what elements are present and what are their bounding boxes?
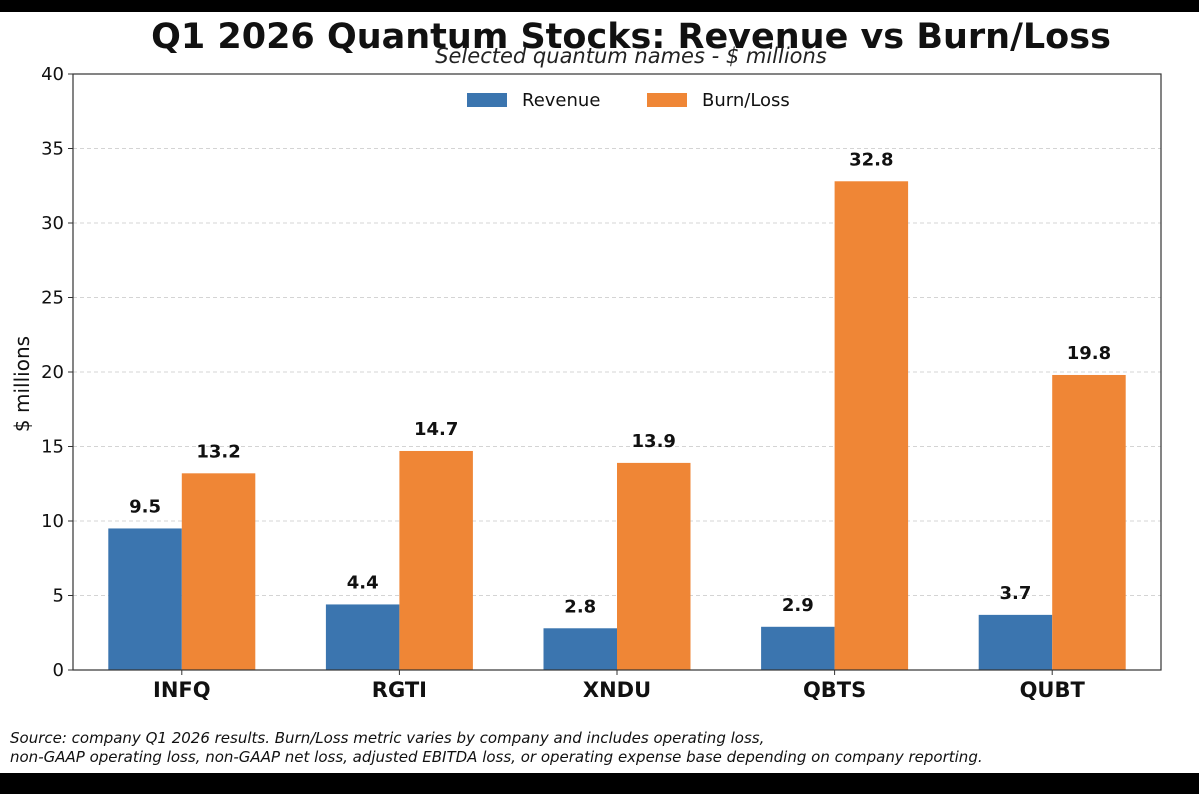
bar-chart: Q1 2026 Quantum Stocks: Revenue vs Burn/…	[10, 17, 1162, 702]
data-label: 32.8	[849, 149, 893, 170]
bar-burn-loss-infq	[181, 473, 256, 670]
data-label: 9.5	[129, 496, 161, 517]
chart-figure: Q1 2026 Quantum Stocks: Revenue vs Burn/…	[0, 12, 1199, 773]
y-tick-label: 25	[41, 288, 64, 309]
bars	[108, 181, 1126, 670]
y-tick-label: 5	[53, 586, 64, 607]
y-tick-label: 35	[41, 139, 64, 160]
legend-label-revenue: Revenue	[522, 90, 600, 111]
y-tick-label: 30	[41, 213, 64, 234]
bar-revenue-qbts	[761, 626, 835, 670]
gridlines	[73, 148, 1161, 596]
x-tick-label-xndu: XNDU	[583, 678, 651, 702]
bar-revenue-qubt	[978, 614, 1053, 670]
legend: Revenue Burn/Loss	[467, 90, 790, 111]
y-axis-ticks: 0 5 10 15 20 25 30 35 40	[41, 64, 73, 681]
x-tick-label-qubt: QUBT	[1020, 678, 1086, 702]
source-note: Source: company Q1 2026 results. Burn/Lo…	[10, 729, 1190, 767]
axes-frame	[72, 73, 1162, 671]
x-tick-label-infq: INFQ	[153, 678, 211, 702]
legend-swatch-burn-loss	[647, 93, 687, 107]
source-line-1: Source: company Q1 2026 results. Burn/Lo…	[10, 729, 765, 747]
y-tick-label: 40	[41, 64, 64, 85]
data-label: 4.4	[347, 572, 379, 593]
data-label: 13.9	[632, 431, 676, 452]
chart-title: Q1 2026 Quantum Stocks: Revenue vs Burn/…	[151, 17, 1111, 57]
y-tick-label: 15	[41, 437, 64, 458]
y-tick-label: 20	[41, 362, 64, 383]
data-labels: 9.5 13.2 4.4 14.7 2.8 13.9 2.9 32.8 3.7 19.8	[129, 149, 1111, 617]
bar-revenue-xndu	[543, 628, 617, 670]
data-label: 2.8	[564, 596, 596, 617]
data-label: 13.2	[196, 441, 240, 462]
bar-revenue-rgti	[325, 604, 400, 670]
chart-subtitle: Selected quantum names - $ millions	[435, 44, 827, 68]
x-tick-label-qbts: QBTS	[803, 678, 866, 702]
source-line-2: non-GAAP operating loss, non-GAAP net lo…	[10, 748, 983, 766]
x-tick-label-rgti: RGTI	[372, 678, 427, 702]
data-label: 3.7	[1000, 583, 1032, 604]
data-label: 2.9	[782, 595, 814, 616]
bar-burn-loss-qubt	[1052, 374, 1126, 670]
x-axis-ticks: INFQ RGTI XNDU QBTS QUBT	[153, 670, 1085, 702]
data-label: 19.8	[1067, 343, 1111, 364]
bar-burn-loss-xndu	[617, 462, 691, 670]
legend-swatch-revenue	[467, 93, 507, 107]
bar-burn-loss-rgti	[399, 450, 473, 670]
bar-burn-loss-qbts	[834, 181, 909, 670]
y-axis-label: $ millions	[10, 336, 34, 432]
y-tick-label: 10	[41, 511, 64, 532]
bar-revenue-infq	[108, 528, 182, 670]
legend-label-burn-loss: Burn/Loss	[702, 90, 790, 111]
data-label: 14.7	[414, 419, 458, 440]
y-tick-label: 0	[53, 660, 64, 681]
